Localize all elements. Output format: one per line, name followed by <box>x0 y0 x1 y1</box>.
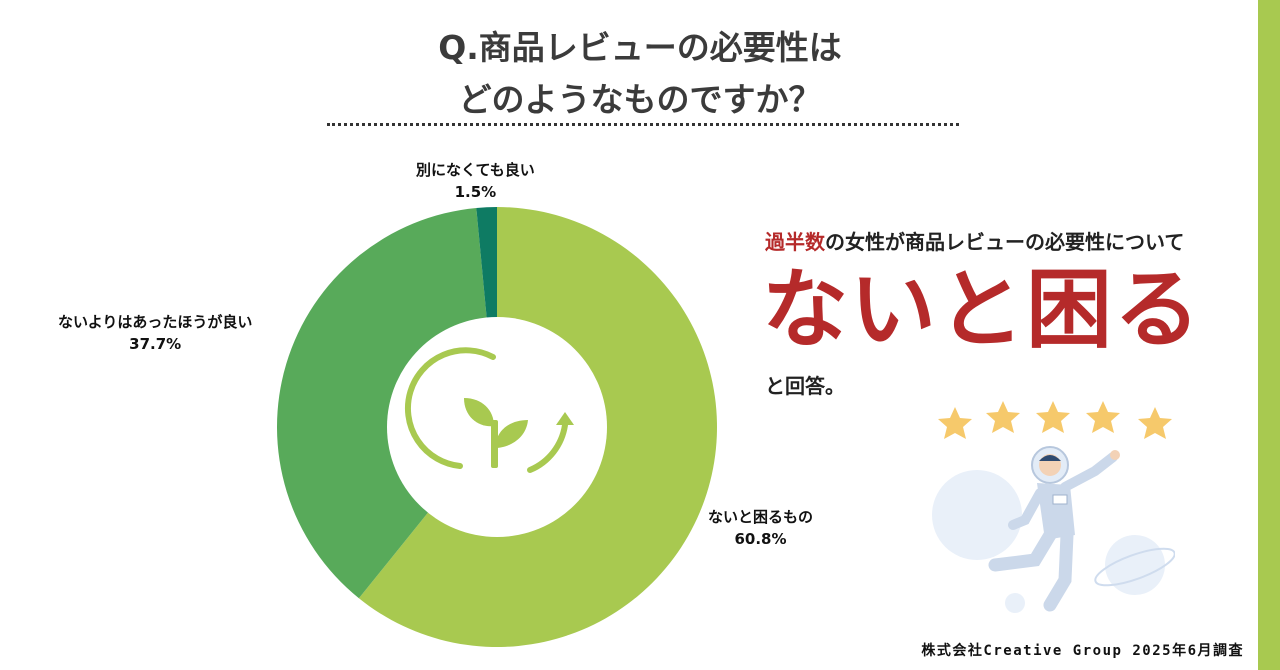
slice-label-better-than-none: ないよりはあったほうが良い 37.7% <box>58 311 252 355</box>
slice-label-value: 60.8% <box>734 530 787 548</box>
side-accent-bar <box>1258 0 1280 670</box>
slice-label-value: 1.5% <box>454 183 497 201</box>
slice-label-text: ないよりはあったほうが良い <box>58 313 253 331</box>
headline-big-text: ないと困る <box>762 260 1202 360</box>
title-line-2: どのようなものですか？ <box>458 80 822 119</box>
title-line-1: Q.商品レビューの必要性は <box>438 28 842 67</box>
sprout-cycle-icon <box>404 347 574 473</box>
chart-title: Q.商品レビューの必要性は どのようなものですか？ <box>330 22 950 126</box>
headline: 過半数の女性が商品レビューの必要性について <box>765 226 1184 255</box>
astronaut-with-stars-icon <box>932 401 1175 613</box>
headline-highlight: 過半数 <box>765 230 825 254</box>
headline-answer: と回答。 <box>765 374 845 398</box>
slice-label-value: 37.7% <box>129 335 182 353</box>
title-dotted-divider <box>327 123 959 126</box>
slice-label-text: 別になくても良い <box>416 161 535 179</box>
headline-rest: の女性が商品レビューの必要性について <box>825 230 1185 254</box>
slice-label-must-have: ないと困るもの 60.8% <box>708 506 813 550</box>
footer-source: 株式会社Creative Group 2025年6月調査 <box>921 643 1244 659</box>
donut-chart <box>277 207 718 648</box>
slice-label-not-needed: 別になくても良い 1.5% <box>416 159 535 203</box>
slice-label-text: ないと困るもの <box>708 508 814 526</box>
slice-better-than-none <box>277 207 497 599</box>
